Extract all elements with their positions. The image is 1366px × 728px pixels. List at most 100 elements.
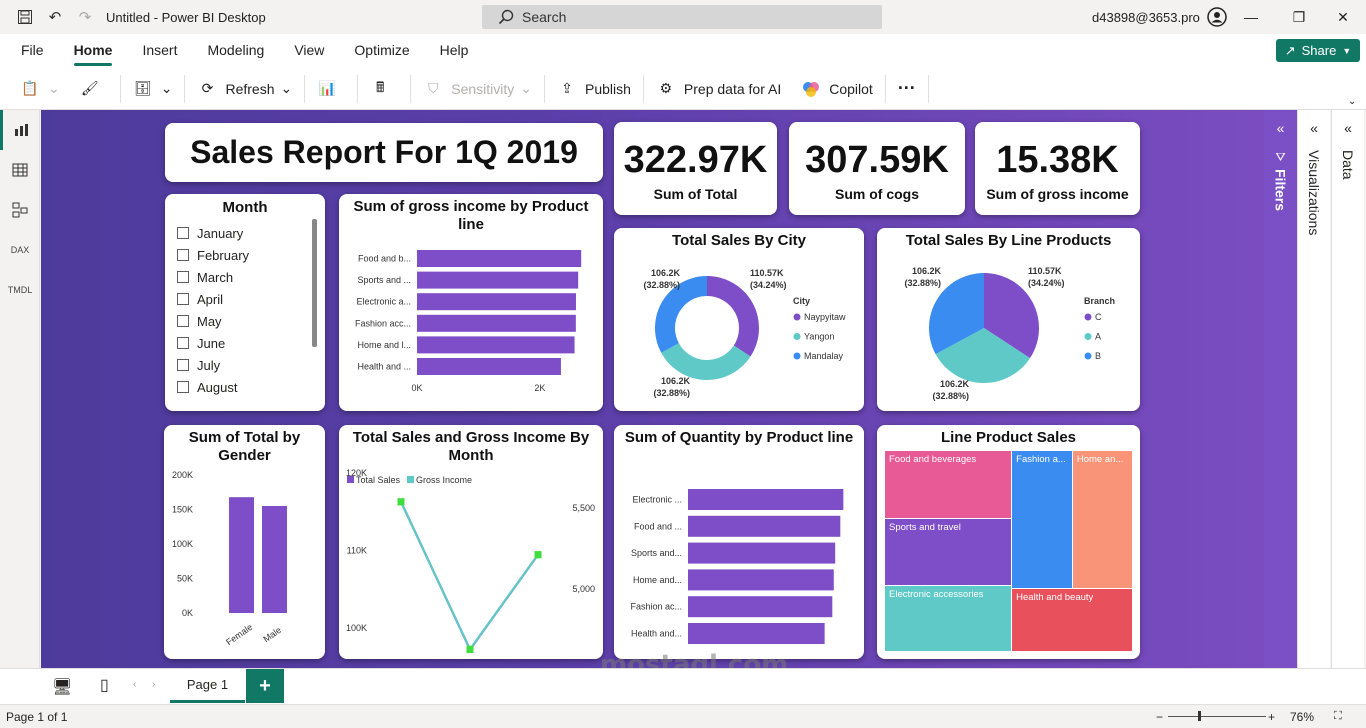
checkbox[interactable] xyxy=(177,293,189,305)
mobile-layout-icon[interactable]: ▯ xyxy=(100,677,109,694)
slicer-item[interactable]: February xyxy=(165,244,325,266)
slicer-title: Month xyxy=(222,199,268,216)
slicer-item[interactable]: April xyxy=(165,288,325,310)
prev-page-icon[interactable]: ‹ xyxy=(133,679,137,690)
checkbox[interactable] xyxy=(177,337,189,349)
user-account[interactable]: d43898@3653.pro xyxy=(1092,10,1200,25)
tab-file[interactable]: File xyxy=(21,42,44,58)
expand-filters-icon[interactable]: « xyxy=(1276,120,1285,136)
sales-gross-income-month-card[interactable]: Total Sales and Gross Income By Month To… xyxy=(339,425,603,659)
bar xyxy=(417,358,561,375)
collapse-ribbon-icon[interactable]: ⌄ xyxy=(1348,96,1357,107)
slicer-item[interactable]: May xyxy=(165,310,325,332)
treemap-tile[interactable]: Health and beauty xyxy=(1012,589,1132,651)
get-data-button[interactable]: 🗄 ⌄ xyxy=(123,74,183,104)
model-view-icon[interactable] xyxy=(0,190,40,230)
gross-income-by-product-card[interactable]: Sum of gross income by Product line Food… xyxy=(339,194,603,411)
treemap-tile[interactable]: Electronic accessories xyxy=(885,586,1012,651)
share-button[interactable]: ↗ Share ▼ xyxy=(1276,39,1360,62)
treemap-tile[interactable]: Sports and travel xyxy=(885,519,1012,586)
share-label: Share xyxy=(1301,43,1337,58)
report-title-card[interactable]: Sales Report For 1Q 2019 xyxy=(165,123,603,182)
treemap-tile[interactable]: Fashion a... xyxy=(1012,451,1072,589)
checkbox[interactable] xyxy=(177,227,189,239)
slicer-item-label: June xyxy=(197,335,226,351)
quantity-by-product-card[interactable]: Sum of Quantity by Product line Electron… xyxy=(614,425,864,659)
tab-modeling[interactable]: Modeling xyxy=(207,42,265,58)
slicer-scrollbar[interactable] xyxy=(312,219,317,347)
checkbox[interactable] xyxy=(177,271,189,283)
filters-label: Filters xyxy=(1272,169,1289,212)
next-page-icon[interactable]: › xyxy=(152,679,156,690)
sensitivity-icon: ⛉ xyxy=(427,80,439,96)
filters-pane[interactable]: « ⛛ Filters xyxy=(1264,110,1297,668)
data-pane[interactable]: « Data xyxy=(1331,110,1364,668)
refresh-button[interactable]: ⟳ Refresh ⌄ xyxy=(187,74,302,104)
sensitivity-label: Sensitivity xyxy=(451,80,515,97)
prep-data-ai-button[interactable]: ⚙ Prep data for AI xyxy=(646,74,791,104)
search-box[interactable]: Search xyxy=(482,5,882,29)
tab-home[interactable]: Home xyxy=(59,34,128,68)
zoom-in-icon[interactable]: + xyxy=(1268,709,1276,724)
format-painter-button[interactable]: 🖌 xyxy=(70,74,118,104)
bar xyxy=(688,569,834,591)
dax-query-view-icon[interactable]: DAX xyxy=(10,245,30,255)
expand-visualizations-icon[interactable]: « xyxy=(1310,120,1318,136)
checkbox[interactable] xyxy=(177,315,189,327)
table-view-icon[interactable] xyxy=(0,150,40,190)
slicer-item-label: May xyxy=(197,313,222,329)
slicer-item[interactable]: July xyxy=(165,354,325,376)
tick-label: 150K xyxy=(172,505,193,515)
bar xyxy=(262,505,287,613)
paste-button[interactable]: 📋 ⌄ xyxy=(10,74,70,104)
new-measure-button[interactable]: 🖩 xyxy=(360,74,408,104)
legend-marker xyxy=(1084,352,1092,360)
new-visual-button[interactable]: 📊 xyxy=(307,74,355,104)
slicer-item[interactable]: January xyxy=(165,222,325,244)
undo-icon[interactable]: ↶ xyxy=(48,9,62,26)
sales-by-line-card[interactable]: Total Sales By Line Products 110.57K (34.… xyxy=(877,228,1140,411)
tab-view[interactable]: View xyxy=(294,42,325,58)
report-view-icon[interactable] xyxy=(0,110,40,150)
save-icon[interactable] xyxy=(10,0,40,34)
redo-icon[interactable]: ↷ xyxy=(78,9,92,26)
slicer-item[interactable]: August xyxy=(165,376,325,398)
desktop-layout-icon[interactable]: 🖥 xyxy=(52,679,73,696)
kpi-card-cogs[interactable]: 307.59K Sum of cogs xyxy=(789,122,965,215)
treemap-tile[interactable]: Food and beverages xyxy=(885,451,1012,519)
legend-marker xyxy=(793,352,801,360)
page-tab-1[interactable]: Page 1 xyxy=(170,669,245,703)
add-page-button[interactable]: + xyxy=(246,669,284,703)
checkbox[interactable] xyxy=(177,381,189,393)
kpi-card-gross-income[interactable]: 15.38K Sum of gross income xyxy=(975,122,1140,215)
zoom-slider[interactable] xyxy=(1168,711,1266,721)
sales-by-city-card[interactable]: Total Sales By City 110.57K (34.24%) 106.2… xyxy=(614,228,864,411)
tab-optimize[interactable]: Optimize xyxy=(354,42,410,58)
publish-button[interactable]: ⇪ Publish xyxy=(547,74,641,104)
copilot-button[interactable]: Copilot xyxy=(791,74,883,104)
tab-help[interactable]: Help xyxy=(439,42,469,58)
restore-icon[interactable]: ❐ xyxy=(1292,8,1306,25)
month-slicer[interactable]: Month January February March April May June Ju… xyxy=(165,194,325,411)
checkbox[interactable] xyxy=(177,249,189,261)
treemap-tile[interactable]: Home an... xyxy=(1072,451,1132,589)
fit-to-page-icon[interactable]: ⛶ xyxy=(1334,710,1342,722)
minimize-icon[interactable]: — xyxy=(1244,9,1258,25)
more-options-button[interactable]: ··· xyxy=(888,74,926,104)
slicer-item[interactable]: March xyxy=(165,266,325,288)
total-by-gender-card[interactable]: Sum of Total by Gender 200K 150K 100K 50K 0K… xyxy=(164,425,325,659)
tick-label: 110K xyxy=(347,546,367,556)
close-icon[interactable]: ✕ xyxy=(1337,8,1349,25)
sensitivity-button[interactable]: ⛉ Sensitivity ⌄ xyxy=(413,74,542,104)
tmdl-view-icon[interactable]: TMDL xyxy=(7,285,33,295)
search-icon xyxy=(498,9,514,25)
kpi-card-total[interactable]: 322.97K Sum of Total xyxy=(614,122,777,215)
visualizations-pane[interactable]: « Visualizations xyxy=(1297,110,1330,668)
tab-insert[interactable]: Insert xyxy=(142,42,178,58)
avatar-icon[interactable] xyxy=(1194,0,1240,34)
expand-data-icon[interactable]: « xyxy=(1344,120,1352,136)
zoom-out-icon[interactable]: − xyxy=(1156,709,1164,724)
slicer-item[interactable]: June xyxy=(165,332,325,354)
checkbox[interactable] xyxy=(177,359,189,371)
line-product-sales-card[interactable]: Line Product Sales Food and beverages Spo… xyxy=(877,425,1140,659)
